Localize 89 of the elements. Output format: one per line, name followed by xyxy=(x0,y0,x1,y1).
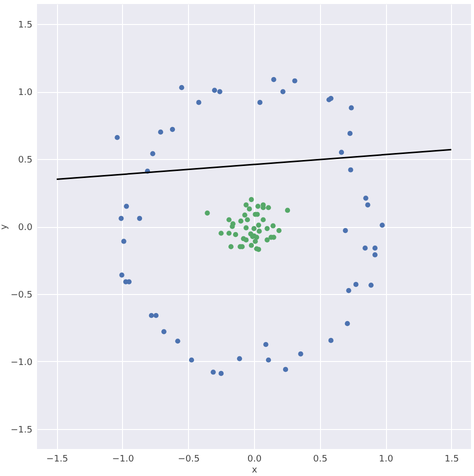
point xyxy=(292,78,298,84)
point xyxy=(170,126,176,132)
point xyxy=(372,252,378,258)
x-tick-label: 0.5 xyxy=(313,454,328,464)
point xyxy=(244,217,250,222)
point xyxy=(344,321,350,326)
point xyxy=(217,89,222,94)
point xyxy=(126,279,132,284)
point xyxy=(150,151,156,156)
y-tick-label: 1.5 xyxy=(18,20,32,31)
point xyxy=(158,130,164,135)
x-tick-label: 1.0 xyxy=(378,454,394,464)
point xyxy=(255,204,260,209)
y-tick-label: 1.0 xyxy=(18,88,33,98)
point xyxy=(148,312,154,318)
point xyxy=(280,89,286,94)
y-tick-label: 0.5 xyxy=(18,156,32,166)
point xyxy=(121,238,126,244)
point xyxy=(161,329,166,334)
point xyxy=(153,312,159,318)
point xyxy=(212,88,218,93)
point xyxy=(118,216,124,221)
point xyxy=(233,232,238,238)
y-axis-title: y xyxy=(0,224,10,230)
x-tick-label: −1.5 xyxy=(46,454,68,464)
x-axis-title: x xyxy=(252,466,258,476)
point xyxy=(251,226,257,232)
x-tick-label: 1.5 xyxy=(444,454,459,464)
point xyxy=(283,366,288,372)
point xyxy=(204,210,210,216)
y-tick-label: −1.0 xyxy=(10,358,33,368)
point xyxy=(271,76,276,82)
point xyxy=(244,202,249,208)
y-tick-label: −1.5 xyxy=(10,425,32,436)
point xyxy=(218,230,224,236)
point xyxy=(347,130,353,136)
point xyxy=(368,282,374,288)
point xyxy=(228,244,234,250)
point xyxy=(363,196,368,201)
point xyxy=(348,105,354,110)
point xyxy=(124,204,129,209)
point xyxy=(256,228,262,234)
point xyxy=(338,150,344,155)
point xyxy=(266,357,272,363)
point xyxy=(372,246,378,251)
point xyxy=(246,206,252,212)
point xyxy=(270,223,276,228)
point xyxy=(210,370,216,375)
point xyxy=(328,338,334,343)
point xyxy=(298,351,304,356)
point xyxy=(276,228,282,234)
point xyxy=(346,288,352,294)
point xyxy=(342,228,348,234)
point xyxy=(260,217,266,222)
y-tick-label: 0.0 xyxy=(18,223,33,233)
x-tick-label: 0.0 xyxy=(247,454,262,464)
point xyxy=(218,370,224,376)
point xyxy=(248,196,254,202)
point xyxy=(380,222,385,228)
point xyxy=(256,222,262,228)
point xyxy=(365,202,370,208)
point xyxy=(236,356,242,362)
point xyxy=(119,272,124,278)
point xyxy=(226,230,232,236)
point xyxy=(284,208,290,213)
point xyxy=(244,225,249,230)
point xyxy=(175,338,180,344)
point xyxy=(257,100,262,105)
point xyxy=(353,282,358,288)
point xyxy=(252,238,258,244)
point xyxy=(263,342,268,348)
point xyxy=(264,226,270,232)
point xyxy=(238,218,244,224)
point xyxy=(244,237,249,243)
point xyxy=(348,167,354,172)
point xyxy=(266,205,272,210)
y-tick-label: −0.5 xyxy=(10,290,32,300)
point xyxy=(196,100,202,105)
point xyxy=(226,217,232,222)
point xyxy=(188,357,194,363)
x-tick-label: −0.5 xyxy=(178,454,200,464)
x-tick-label: −1.0 xyxy=(112,454,134,464)
point xyxy=(264,237,270,243)
point xyxy=(242,212,248,218)
point xyxy=(137,216,142,221)
point xyxy=(179,85,184,90)
point xyxy=(114,134,120,140)
point xyxy=(248,242,254,248)
point xyxy=(362,246,368,251)
